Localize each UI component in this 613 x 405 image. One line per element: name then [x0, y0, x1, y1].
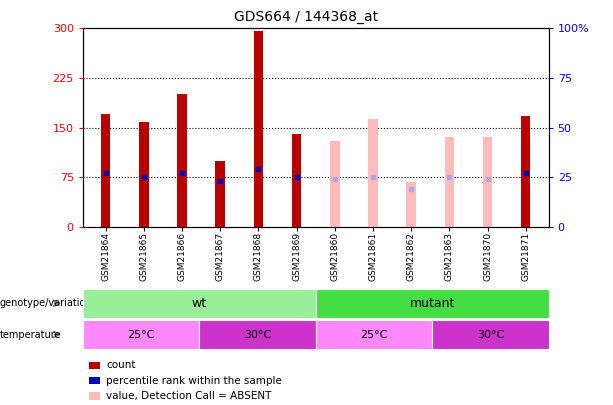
Bar	[316, 289, 549, 318]
Bar	[406, 182, 416, 227]
Bar	[83, 320, 199, 349]
Text: 25°C: 25°C	[128, 330, 154, 339]
Bar	[316, 320, 432, 349]
Text: value, Detection Call = ABSENT: value, Detection Call = ABSENT	[106, 391, 272, 401]
Text: 25°C: 25°C	[360, 330, 387, 339]
Bar	[368, 119, 378, 227]
Text: percentile rank within the sample: percentile rank within the sample	[106, 376, 282, 386]
Bar	[89, 377, 100, 384]
Text: GDS664 / 144368_at: GDS664 / 144368_at	[234, 10, 379, 24]
Bar	[139, 122, 148, 227]
Bar	[89, 392, 100, 400]
Bar	[83, 289, 316, 318]
Text: count: count	[106, 360, 135, 370]
Bar	[432, 320, 549, 349]
Bar	[215, 161, 225, 227]
Text: 30°C: 30°C	[477, 330, 504, 339]
Bar	[444, 138, 454, 227]
Text: 30°C: 30°C	[244, 330, 271, 339]
Bar	[199, 320, 316, 349]
Bar	[330, 141, 340, 227]
Bar	[177, 94, 187, 227]
Text: temperature: temperature	[0, 330, 61, 339]
Text: wt: wt	[192, 297, 207, 310]
Bar	[521, 116, 530, 227]
Bar	[101, 114, 110, 227]
Text: genotype/variation: genotype/variation	[0, 298, 93, 308]
Bar	[254, 31, 263, 227]
Bar	[292, 134, 302, 227]
Bar	[89, 362, 100, 369]
Bar	[483, 138, 492, 227]
Text: mutant: mutant	[409, 297, 455, 310]
